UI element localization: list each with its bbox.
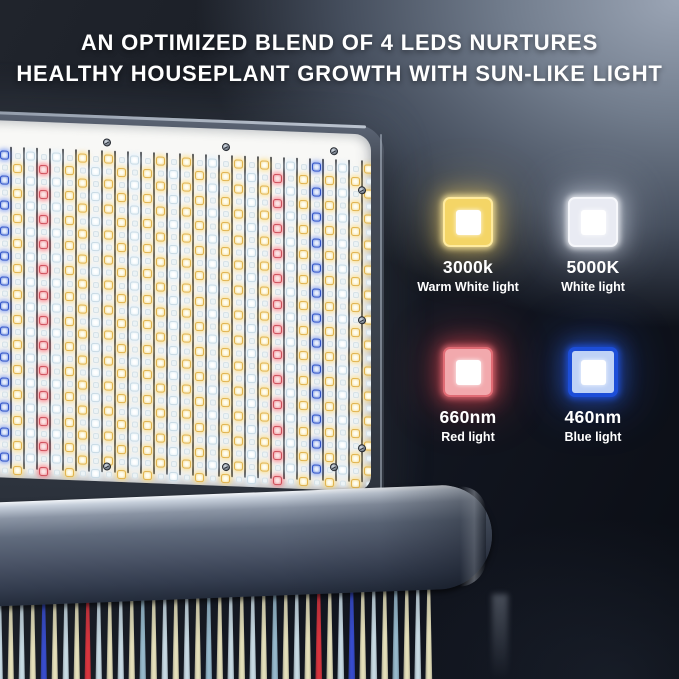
legend-value: 660nm	[439, 407, 497, 427]
legend-label: White light	[561, 280, 625, 294]
swatch-core	[580, 359, 606, 385]
legend-card-blue: 460nm Blue light	[523, 347, 663, 444]
headline-line-2: HEALTHY HOUSEPLANT GROWTH WITH SUN-LIKE …	[16, 61, 663, 86]
legend-label: Red light	[441, 430, 495, 444]
legend-card-warm-white: 3000k Warm White light	[398, 197, 538, 294]
legend-card-red: 660nm Red light	[398, 347, 538, 444]
swatch-core	[455, 359, 481, 385]
legend-label: Warm White light	[417, 280, 519, 294]
swatch-core	[455, 209, 481, 235]
warm-white-swatch	[443, 197, 493, 247]
swatch-core	[580, 209, 606, 235]
headline: AN OPTIMIZED BLEND OF 4 LEDS NURTURES HE…	[0, 27, 679, 89]
headline-line-1: AN OPTIMIZED BLEND OF 4 LEDS NURTURES	[80, 30, 599, 55]
blue-swatch	[568, 347, 618, 397]
white-swatch	[568, 197, 618, 247]
red-swatch	[443, 347, 493, 397]
legend-value: 3000k	[442, 257, 494, 277]
legend-card-white: 5000K White light	[523, 197, 663, 294]
floor-reflection-streak	[492, 594, 508, 679]
legend-value: 460nm	[564, 407, 622, 427]
legend-value: 5000K	[566, 257, 620, 277]
legend-label: Blue light	[564, 430, 622, 444]
